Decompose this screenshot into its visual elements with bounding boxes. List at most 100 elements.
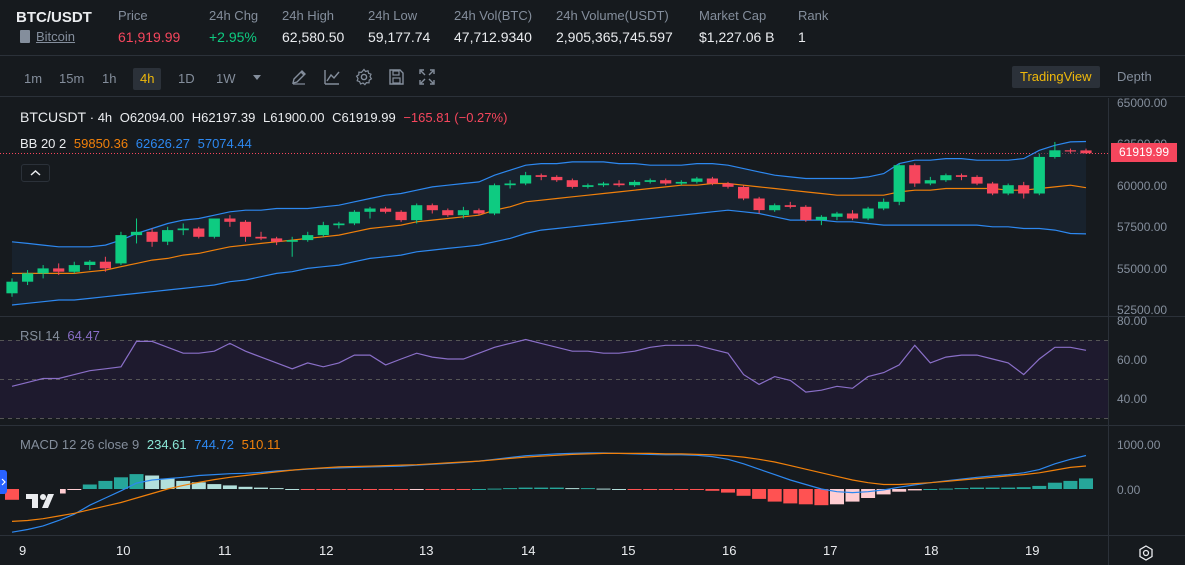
candle [987, 181, 999, 196]
candle [1018, 181, 1030, 199]
candle [706, 176, 718, 186]
candle [1080, 148, 1092, 154]
candle-body [442, 210, 454, 216]
timeframe-1h[interactable]: 1h [102, 71, 117, 86]
candle [846, 210, 859, 221]
stat-label: 24h Volume(USDT) [556, 8, 669, 23]
legend-close: C61919.99 [332, 110, 396, 125]
macd-signal-line [11, 452, 1087, 522]
candle [597, 181, 610, 187]
candle-body [146, 231, 158, 242]
timeframe-1m[interactable]: 1m [24, 71, 43, 86]
macd-signal-value: 510.11 [241, 437, 281, 452]
macd-histogram-bar [627, 489, 642, 490]
tradingview-logo-icon [26, 494, 54, 508]
save-icon[interactable] [387, 68, 405, 86]
timeframe-1d[interactable]: 1D [178, 71, 195, 86]
candle [130, 218, 143, 244]
candle-body [675, 181, 687, 184]
candle [53, 263, 65, 276]
macd-histogram-bar [331, 489, 346, 490]
side-panel-toggle[interactable] [0, 470, 7, 494]
timeframe-15m[interactable]: 15m [59, 71, 85, 86]
macd-histogram-bar [1063, 480, 1078, 489]
candle-body [488, 185, 501, 214]
candle [582, 183, 594, 189]
chart-settings-icon[interactable] [1139, 545, 1153, 561]
candle [333, 221, 345, 229]
candle [660, 178, 672, 186]
symbol-title[interactable]: BTC/USDT [16, 9, 92, 26]
candle-body [193, 228, 205, 237]
candle-body [380, 208, 392, 212]
bb-upper-line [11, 140, 1087, 248]
candles[interactable] [6, 141, 1092, 297]
stat-value: 2,905,365,745.597 [556, 29, 673, 45]
settings-icon[interactable] [355, 68, 373, 86]
stat-market-cap: Market Cap $1,227.06 B [699, 8, 775, 45]
macd-histogram-bar [658, 489, 673, 490]
candle-body [208, 218, 220, 237]
macd-histogram-bar [269, 488, 284, 490]
candle-body [800, 206, 812, 221]
asset-link[interactable]: Bitcoin [20, 29, 75, 44]
candle-body [846, 213, 859, 219]
candle-body [22, 273, 34, 282]
timeframe-1w[interactable]: 1W [216, 71, 236, 86]
candle [955, 173, 968, 181]
dropdown-icon[interactable] [248, 68, 266, 86]
price-tick: 55000.00 [1117, 262, 1167, 276]
rsi-series [11, 338, 1087, 393]
rsi-tick: 80.00 [1117, 314, 1147, 328]
candle [722, 181, 734, 189]
candle-body [909, 165, 921, 184]
macd-histogram-bar [954, 488, 969, 490]
macd-histogram-bar [814, 489, 829, 506]
macd-histogram-bar [674, 489, 689, 490]
macd-histogram-bar [378, 489, 393, 490]
main-legend: BTCUSDT · 4h O62094.00 H62197.39 L61900.… [20, 109, 507, 125]
tab-depth[interactable]: Depth [1117, 69, 1152, 84]
date-tick: 15 [621, 543, 635, 558]
tab-tradingview[interactable]: TradingView [1012, 66, 1100, 88]
candle [675, 180, 687, 186]
chart-area[interactable]: 65000.00 62500.00 60000.00 57500.00 5500… [0, 98, 1185, 565]
stat-24h-volume-usdt: 24h Volume(USDT) 2,905,365,745.597 [556, 8, 673, 45]
bb-legend[interactable]: BB 20 2 59850.36 62626.27 57074.44 [20, 136, 252, 151]
asset-name[interactable]: Bitcoin [36, 29, 76, 44]
chart-canvas[interactable]: 65000.00 62500.00 60000.00 57500.00 5500… [0, 98, 1185, 565]
candle [504, 180, 516, 189]
candle-body [706, 178, 718, 184]
legend-change: −165.81 (−0.27%) [403, 110, 508, 125]
macd-histogram-bar [612, 489, 626, 490]
collapse-legend-button[interactable] [21, 164, 50, 182]
macd-histogram-bar [300, 489, 315, 490]
candle-body [878, 201, 890, 209]
candle [800, 205, 812, 222]
chevron-right-icon [1, 478, 6, 486]
candle [286, 236, 298, 257]
macd-histogram-bar [67, 489, 82, 490]
candle [22, 270, 34, 286]
candle-body [971, 176, 983, 184]
bollinger-fill [12, 141, 1086, 305]
macd-histogram-bar [207, 484, 222, 489]
candle [940, 173, 952, 182]
candle [831, 211, 843, 221]
draw-icon[interactable] [290, 68, 308, 86]
timeframe-4h[interactable]: 4h [133, 68, 162, 90]
stat-24h-high: 24h High 62,580.50 [282, 8, 344, 45]
candle [380, 206, 392, 214]
macd-legend[interactable]: MACD 12 26 close 9 234.61 744.72 510.11 [20, 437, 280, 452]
bb-upper-value: 62626.27 [135, 136, 190, 151]
candle [84, 260, 96, 271]
candle [411, 203, 423, 224]
candle [224, 215, 236, 227]
macd-tick: 0.00 [1117, 483, 1141, 497]
candle-body [224, 218, 236, 222]
rsi-legend[interactable]: RSI 14 64.47 [20, 328, 100, 343]
macd-histogram-bar [1047, 482, 1062, 489]
fullscreen-icon[interactable] [418, 68, 436, 86]
macd-histogram-bar [254, 487, 268, 489]
indicator-icon[interactable] [323, 68, 341, 86]
